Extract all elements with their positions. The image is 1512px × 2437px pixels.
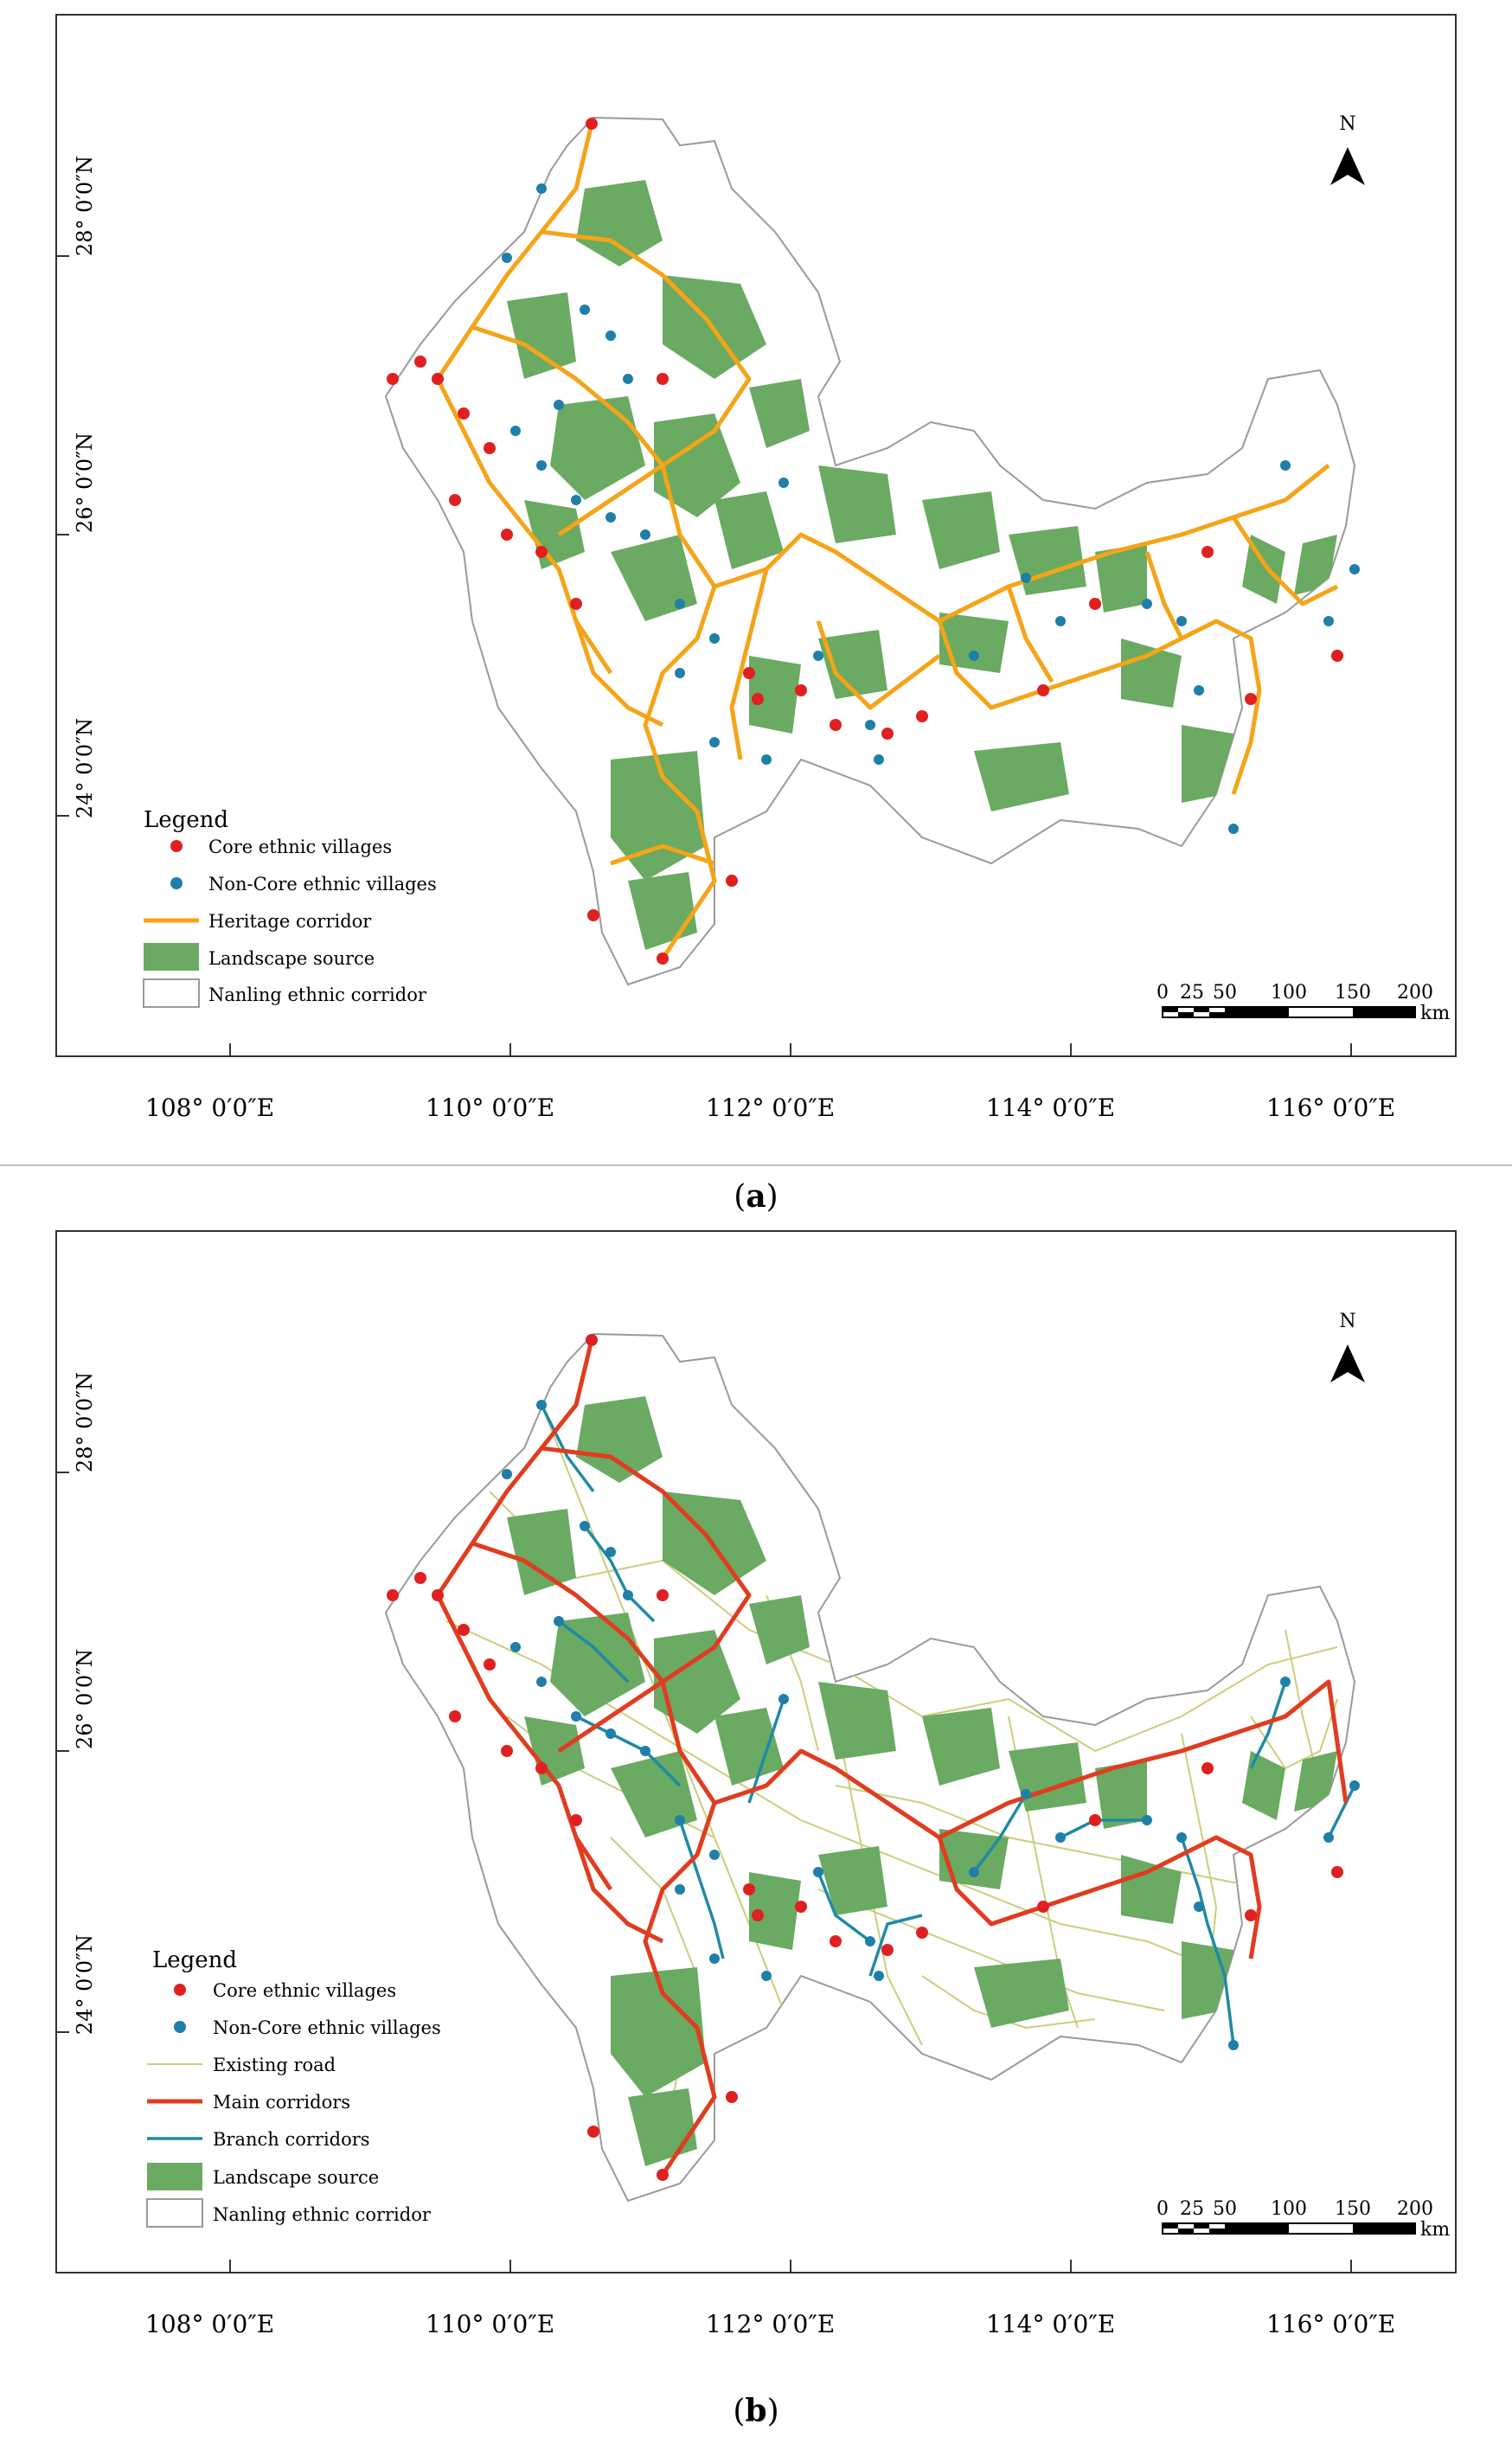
legend-item-landscape: Landscape source [213,2167,379,2188]
legend-item-road: Existing road [213,2055,336,2075]
legend-region-symbol [143,978,200,1008]
legend-item-core: Core ethnic villages [213,1980,396,2001]
lon-label-112: 112° 0′0″E [706,2310,836,2338]
svg-text:100: 100 [1271,2198,1307,2220]
svg-text:200: 200 [1397,982,1433,1004]
longitude-ticks [229,1043,1352,1055]
legend-item-region: Nanling ethnic corridor [208,984,427,1005]
legend-core-symbol [170,840,183,852]
latitude-labels: 28° 0′0″N 26° 0′0″N 24° 0′0″N [73,1372,97,2035]
legend-item-branch: Branch corridors [213,2129,370,2150]
caption-b: (b) [733,2393,779,2429]
heritage-corridor-lines [435,123,1339,960]
branch-corridor-lines [540,1404,1356,2046]
legend-region-symbol [146,2198,203,2228]
main-corridor-lines [435,1339,1349,2177]
lat-label-28: 28° 0′0″N [73,1372,97,1472]
svg-text:150: 150 [1335,982,1371,1004]
legend-item-heritage: Heritage corridor [208,911,372,932]
lon-label-114: 114° 0′0″E [986,1093,1116,1122]
caption-a: (a) [734,1178,778,1215]
legend-item-main: Main corridors [213,2092,350,2113]
legend-landscape-symbol [147,2163,202,2190]
svg-text:200: 200 [1397,2198,1433,2220]
latitude-ticks [57,1472,69,2033]
legend-noncore-symbol [174,2021,186,2033]
lon-label-114: 114° 0′0″E [986,2310,1116,2338]
north-arrow-icon: N [1330,1311,1365,1382]
core-village-points [387,1334,1343,2181]
scale-unit: km [1420,1003,1450,1024]
scale-bar-a: 0 25 50 100 150 200 km [1156,982,1450,1024]
legend-item-region: Nanling ethnic corridor [213,2204,432,2225]
north-arrow-icon: N [1330,113,1365,185]
map-panel-b: N 28° 0′0″N 26° 0′0″N 24° 0′0″N Legend C… [55,1230,1457,2273]
lat-label-24: 24° 0′0″N [73,718,97,818]
lon-label-110: 110° 0′0″E [426,2310,555,2338]
scale-bar-b: 0 25 50 100 150 200 km [1156,2198,1450,2241]
noncore-village-points [502,183,1360,834]
north-label: N [1339,113,1355,135]
lon-label-108: 108° 0′0″E [145,1093,275,1122]
lat-label-24: 24° 0′0″N [73,1934,97,2035]
north-label: N [1339,1311,1355,1332]
lon-label-112: 112° 0′0″E [706,1093,836,1122]
svg-text:100: 100 [1271,982,1307,1004]
legend-a: Legend Core ethnic villages Non-Core eth… [143,807,437,1008]
svg-text:150: 150 [1335,2198,1371,2220]
lon-label-110: 110° 0′0″E [426,1093,555,1122]
lon-label-108: 108° 0′0″E [145,2310,275,2338]
core-village-points [387,118,1343,965]
svg-text:25: 25 [1180,982,1204,1004]
scale-unit: km [1420,2219,1450,2241]
panel-divider [0,1164,1512,1166]
legend-item-noncore: Non-Core ethnic villages [208,874,437,895]
lon-label-116: 116° 0′0″E [1266,2310,1396,2338]
lat-label-28: 28° 0′0″N [73,156,97,256]
map-b-svg: N 28° 0′0″N 26° 0′0″N 24° 0′0″N Legend C… [57,1311,1450,2272]
legend-b: Legend Core ethnic villages Non-Core eth… [146,1947,441,2228]
legend-item-core: Core ethnic villages [208,837,392,857]
longitude-ticks [229,2260,1352,2272]
noncore-village-points [502,1400,1360,2050]
svg-text:0: 0 [1156,2198,1169,2220]
lat-label-26: 26° 0′0″N [73,433,97,533]
legend-landscape-symbol [144,943,199,971]
latitude-labels: 28° 0′0″N 26° 0′0″N 24° 0′0″N [73,156,97,818]
legend-core-symbol [174,1984,186,1996]
legend-item-landscape: Landscape source [208,948,375,969]
svg-text:50: 50 [1213,2198,1237,2220]
map-a-svg: N 28° 0′0″N 26° 0′0″N 24° 0′0″N Legend C… [57,113,1450,1055]
map-panel-a: N 28° 0′0″N 26° 0′0″N 24° 0′0″N Legend C… [55,14,1457,1057]
svg-text:25: 25 [1180,2198,1204,2220]
legend-item-noncore: Non-Core ethnic villages [213,2017,441,2038]
svg-text:0: 0 [1156,982,1169,1004]
lon-label-116: 116° 0′0″E [1266,1093,1396,1122]
legend-title: Legend [144,807,228,833]
lat-label-26: 26° 0′0″N [73,1649,97,1749]
svg-text:50: 50 [1213,982,1237,1004]
legend-title: Legend [152,1947,237,1973]
legend-noncore-symbol [170,877,183,889]
latitude-ticks [57,255,69,817]
